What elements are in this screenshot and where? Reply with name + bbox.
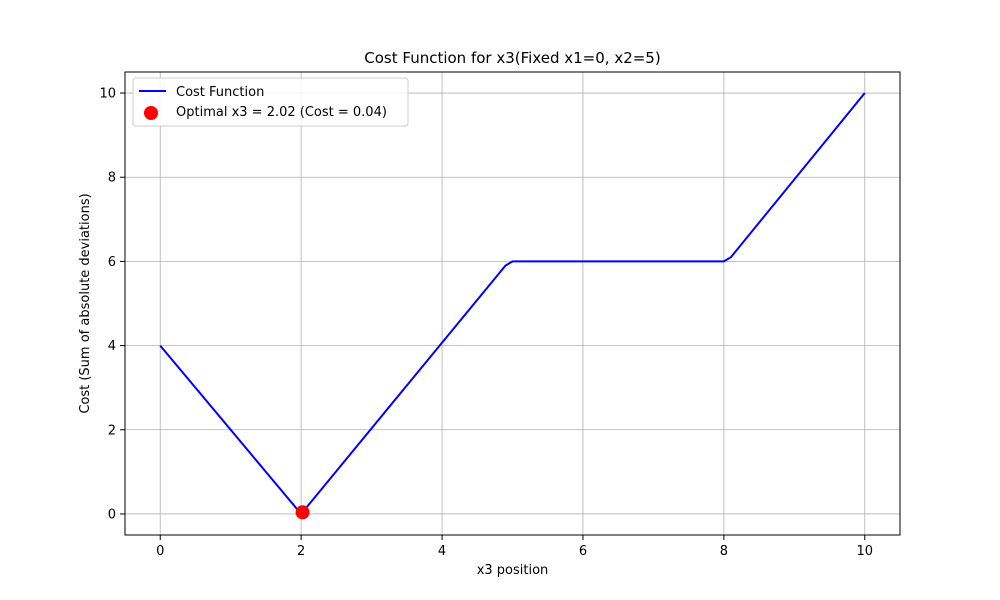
series-line-cost-function [159, 92, 866, 515]
y-tick-label: 8 [108, 171, 116, 186]
y-tick-label: 4 [108, 339, 116, 354]
x-axis-label: x3 position [477, 563, 549, 578]
x-tick-label: 8 [720, 544, 728, 559]
y-tick-label: 2 [108, 423, 116, 438]
y-tick-label: 0 [108, 507, 116, 522]
legend: Cost Function Optimal x3 = 2.02 (Cost = … [132, 77, 409, 127]
x-tick-label: 4 [438, 544, 446, 559]
series-layer [159, 92, 866, 520]
optimal-point-marker [295, 505, 310, 520]
chart-title: Cost Function for x3(Fixed x1=0, x2=5) [364, 49, 660, 67]
legend-box [132, 77, 409, 127]
plot-frame [124, 71, 901, 536]
x-tick-label: 0 [156, 544, 164, 559]
y-tick-label: 10 [99, 87, 116, 102]
y-axis-label: Cost (Sum of absolute deviations) [78, 193, 93, 413]
x-tick-label: 10 [856, 544, 873, 559]
y-tick-label: 6 [108, 255, 116, 270]
legend-marker-swatch [144, 106, 158, 120]
x-tick-label: 2 [297, 544, 305, 559]
x-tick-label: 6 [579, 544, 587, 559]
ticks: 0 2 4 6 8 10 0 2 4 6 8 10 [99, 87, 873, 559]
legend-label-optimal: Optimal x3 = 2.02 (Cost = 0.04) [176, 105, 387, 120]
legend-label-cost-function: Cost Function [176, 85, 264, 100]
